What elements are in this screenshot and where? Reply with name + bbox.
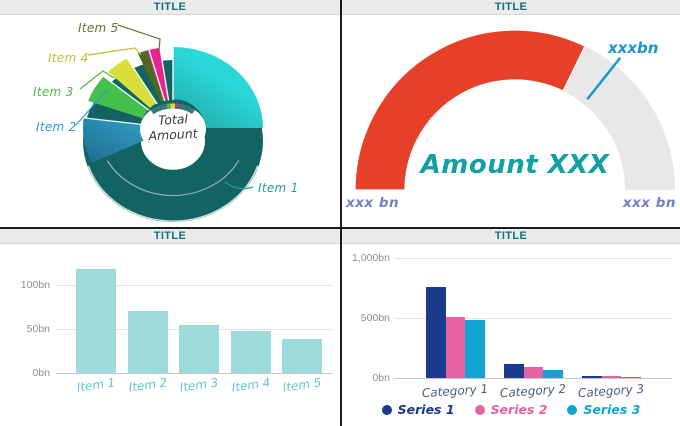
gridline — [394, 258, 672, 259]
y-axis-label: 50bn — [26, 323, 50, 335]
gridline — [56, 285, 333, 286]
gauge-chart-body: xxxbn Amount XXX xxx bn xxx bn — [342, 15, 680, 227]
panel-bar-chart: TITLE 0bn 50bn 100bn Item 1 Item 2 Item 3 Item… — [0, 229, 340, 426]
y-axis-label: 1,000bn — [352, 252, 390, 264]
bar-series-3 — [543, 370, 563, 378]
bar-item-4 — [231, 330, 271, 373]
gauge-min-label: xxx bn — [346, 195, 400, 211]
panel-grouped-bar-chart: TITLE Series 1 Series 2 Series 3 0bn 500bn 1… — [342, 229, 680, 426]
legend-item: Series 3 — [567, 402, 640, 417]
bar-panel-header: TITLE — [0, 229, 340, 244]
gauge-panel-header: TITLE — [342, 0, 680, 15]
bar-series-1 — [582, 375, 602, 378]
gridline — [394, 378, 672, 379]
inner-wall-stripe — [140, 103, 206, 155]
slice-gap — [159, 46, 170, 101]
slice-gap — [82, 117, 143, 126]
leader-line-item2 — [75, 89, 108, 126]
bar-series-2 — [601, 376, 621, 378]
legend-label: Series 3 — [583, 402, 641, 417]
gridline — [56, 373, 333, 374]
donut-face-highlight — [97, 59, 249, 197]
leader-line-item5 — [117, 24, 161, 51]
panel-gauge-chart: TITLE xxxbn Amount XXX xxx bn xxx bn — [342, 0, 680, 227]
y-axis-label: 500bn — [360, 312, 390, 324]
donut-chart-body: Item 5 Item 4 Item 3 Item 2 Item 1 Total… — [0, 15, 340, 227]
bar-series-2 — [445, 316, 465, 378]
bar-panel-title: TITLE — [153, 230, 187, 242]
bar-item-5 — [282, 338, 322, 373]
legend-dot — [567, 404, 578, 415]
bar-series-1 — [426, 286, 446, 378]
slice-label-item4: Item 4 — [48, 51, 89, 65]
bar-series-3 — [465, 320, 485, 378]
legend-label: Series 2 — [490, 402, 548, 417]
y-axis-label: 0bn — [32, 367, 50, 379]
gauge-marker-label: xxxbn — [608, 39, 659, 57]
legend-dot — [474, 404, 485, 415]
y-axis-label: 100bn — [20, 279, 50, 291]
legend-item: Series 1 — [381, 402, 455, 417]
y-axis-label: 0bn — [372, 372, 390, 384]
gauge-plot — [354, 29, 675, 191]
bar-item-3 — [179, 324, 219, 373]
bar-chart-body: 0bn 50bn 100bn Item 1 Item 2 Item 3 Item 4 Item… — [0, 244, 340, 426]
leader-line-item3 — [79, 70, 115, 90]
gauge-panel-title: TITLE — [494, 1, 528, 13]
vertical-divider — [340, 0, 342, 426]
donut-hole-face — [140, 103, 206, 155]
bar-item-1 — [76, 269, 116, 373]
legend-dot — [381, 404, 392, 415]
slice-gap — [148, 48, 166, 102]
legend: Series 1 Series 2 Series 3 — [342, 402, 680, 417]
gauge-value-label: Amount XXX — [420, 150, 610, 180]
pie-slice-2 — [83, 46, 263, 210]
bar-series-2 — [523, 366, 543, 378]
grouped-panel-header: TITLE — [342, 229, 680, 244]
donut-rim-highlight — [83, 60, 263, 222]
gauge-fill — [354, 29, 586, 191]
slice-label-item1: Item 1 — [258, 181, 299, 195]
x-axis-label: Category 2 — [499, 381, 567, 401]
slice-label-item5: Item 5 — [78, 21, 119, 35]
legend-item: Series 2 — [474, 402, 548, 417]
slice-gap — [126, 57, 158, 105]
bar-item-2 — [128, 310, 168, 373]
donut-plot — [75, 24, 263, 223]
grouped-panel-title: TITLE — [494, 230, 528, 242]
donut-panel-title: TITLE — [153, 1, 187, 13]
legend-label: Series 1 — [397, 402, 455, 417]
leader-line-item1 — [224, 181, 254, 190]
horizontal-divider — [0, 227, 680, 229]
grouped-chart-body: Series 1 Series 2 Series 3 0bn 500bn 1,000bn… — [342, 244, 680, 426]
gauge-marker-tick — [586, 56, 622, 101]
bar-series-1 — [504, 364, 524, 378]
donut-panel-header: TITLE — [0, 0, 340, 15]
slice-label-item3: Item 3 — [33, 85, 74, 99]
x-axis-label: Category 3 — [577, 381, 645, 401]
gridline — [394, 318, 672, 319]
bar-series-3 — [621, 376, 641, 378]
panel-donut-chart: TITLE Item 5 Item 4 — [0, 0, 340, 227]
x-axis-label: Category 1 — [421, 381, 489, 401]
slice-label-item2: Item 2 — [36, 120, 77, 134]
slice-gap — [102, 75, 150, 111]
leader-line-item4 — [87, 47, 142, 56]
gauge-max-label: xxx bn — [622, 195, 676, 211]
